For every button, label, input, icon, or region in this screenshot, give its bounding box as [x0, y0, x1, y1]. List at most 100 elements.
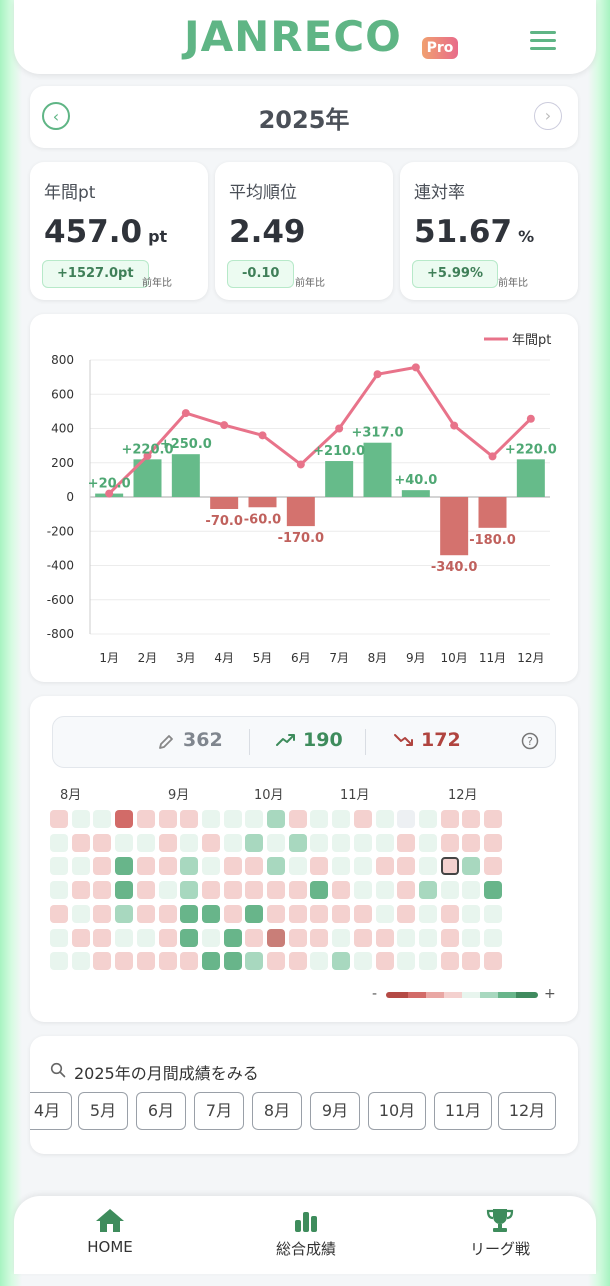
heatmap-cell[interactable] [158, 810, 177, 828]
heatmap-cell[interactable] [484, 904, 502, 923]
heatmap-cell[interactable] [440, 857, 459, 876]
heatmap-cell[interactable] [375, 928, 394, 947]
heatmap-cell[interactable] [288, 928, 307, 947]
heatmap-cell[interactable] [158, 952, 177, 971]
heatmap-cell[interactable] [71, 928, 90, 947]
heatmap-cell[interactable] [201, 904, 220, 923]
heatmap-cell[interactable] [353, 810, 372, 828]
heatmap-cell[interactable] [93, 928, 112, 947]
heatmap-cell[interactable] [180, 928, 199, 947]
month-button-december[interactable]: 12月 [498, 1092, 556, 1130]
heatmap-cell[interactable] [136, 857, 155, 876]
heatmap-cell[interactable] [223, 904, 242, 923]
nav-total-results[interactable]: 総合成績 [246, 1196, 366, 1274]
heatmap-cell[interactable] [245, 857, 264, 876]
heatmap-cell[interactable] [418, 928, 437, 947]
heatmap-cell[interactable] [332, 881, 351, 900]
heatmap-cell[interactable] [267, 881, 285, 900]
nav-league[interactable]: リーグ戦 [440, 1196, 560, 1274]
heatmap-cell[interactable] [375, 881, 394, 900]
month-button-may[interactable]: 5月 [78, 1092, 128, 1130]
heatmap-cell[interactable] [201, 810, 220, 828]
month-button-april[interactable]: 4月 [30, 1092, 72, 1130]
heatmap-cell[interactable] [267, 810, 285, 828]
heatmap-cell[interactable] [462, 833, 481, 852]
heatmap-cell[interactable] [375, 952, 394, 971]
heatmap-cell[interactable] [136, 881, 155, 900]
heatmap-cell[interactable] [158, 904, 177, 923]
heatmap-cell[interactable] [93, 810, 112, 828]
heatmap-cell[interactable] [223, 881, 242, 900]
heatmap-cell[interactable] [332, 857, 351, 876]
heatmap-cell[interactable] [180, 810, 199, 828]
heatmap-cell[interactable] [201, 881, 220, 900]
heatmap-cell[interactable] [353, 952, 372, 971]
month-button-august[interactable]: 8月 [252, 1092, 302, 1130]
heatmap-cell[interactable] [310, 833, 329, 852]
heatmap-cell[interactable] [267, 833, 285, 852]
heatmap-cell[interactable] [115, 904, 134, 923]
heatmap-cell[interactable] [462, 810, 481, 828]
heatmap-cell[interactable] [484, 881, 502, 900]
heatmap-cell[interactable] [50, 904, 68, 923]
heatmap-cell[interactable] [71, 857, 90, 876]
heatmap-cell[interactable] [418, 857, 437, 876]
heatmap-cell[interactable] [93, 952, 112, 971]
heatmap-cell[interactable] [245, 952, 264, 971]
heatmap-cell[interactable] [484, 833, 502, 852]
heatmap-cell[interactable] [353, 881, 372, 900]
heatmap-cell[interactable] [201, 952, 220, 971]
heatmap-cell[interactable] [484, 857, 502, 876]
heatmap-cell[interactable] [267, 904, 285, 923]
month-button-november[interactable]: 11月 [434, 1092, 492, 1130]
heatmap-cell[interactable] [310, 810, 329, 828]
heatmap-cell[interactable] [310, 881, 329, 900]
heatmap-cell[interactable] [397, 857, 416, 876]
heatmap-cell[interactable] [462, 857, 481, 876]
heatmap-cell[interactable] [158, 881, 177, 900]
heatmap-cell[interactable] [71, 952, 90, 971]
heatmap-cell[interactable] [397, 833, 416, 852]
heatmap-cell[interactable] [180, 833, 199, 852]
heatmap-cell[interactable] [310, 857, 329, 876]
heatmap-cell[interactable] [180, 857, 199, 876]
heatmap-cell[interactable] [440, 928, 459, 947]
heatmap-cell[interactable] [223, 857, 242, 876]
heatmap-cell[interactable] [288, 881, 307, 900]
heatmap-cell[interactable] [50, 833, 68, 852]
heatmap-cell[interactable] [397, 810, 416, 828]
heatmap-cell[interactable] [136, 928, 155, 947]
heatmap-cell[interactable] [440, 810, 459, 828]
heatmap-cell[interactable] [397, 952, 416, 971]
help-icon[interactable]: ? [521, 732, 539, 750]
heatmap-cell[interactable] [484, 952, 502, 971]
heatmap-cell[interactable] [50, 810, 68, 828]
heatmap-cell[interactable] [484, 928, 502, 947]
nav-home[interactable]: HOME [50, 1196, 170, 1274]
chevron-left-icon[interactable]: ‹ [42, 102, 70, 130]
chevron-right-icon[interactable]: › [534, 102, 562, 130]
heatmap-cell[interactable] [397, 904, 416, 923]
heatmap-cell[interactable] [418, 810, 437, 828]
heatmap-cell[interactable] [115, 952, 134, 971]
heatmap-cell[interactable] [353, 904, 372, 923]
heatmap-cell[interactable] [201, 857, 220, 876]
heatmap-cell[interactable] [201, 928, 220, 947]
heatmap-cell[interactable] [288, 810, 307, 828]
heatmap-cell[interactable] [158, 857, 177, 876]
heatmap-cell[interactable] [180, 952, 199, 971]
heatmap-cell[interactable] [462, 928, 481, 947]
heatmap-cell[interactable] [115, 810, 134, 828]
month-button-october[interactable]: 10月 [368, 1092, 426, 1130]
heatmap-cell[interactable] [50, 952, 68, 971]
heatmap-cell[interactable] [332, 904, 351, 923]
heatmap-cell[interactable] [115, 881, 134, 900]
heatmap-cell[interactable] [223, 952, 242, 971]
heatmap-cell[interactable] [136, 833, 155, 852]
heatmap-cell[interactable] [462, 904, 481, 923]
heatmap-cell[interactable] [375, 810, 394, 828]
heatmap-cell[interactable] [223, 928, 242, 947]
heatmap-cell[interactable] [158, 833, 177, 852]
heatmap-cell[interactable] [440, 881, 459, 900]
heatmap-cell[interactable] [332, 833, 351, 852]
